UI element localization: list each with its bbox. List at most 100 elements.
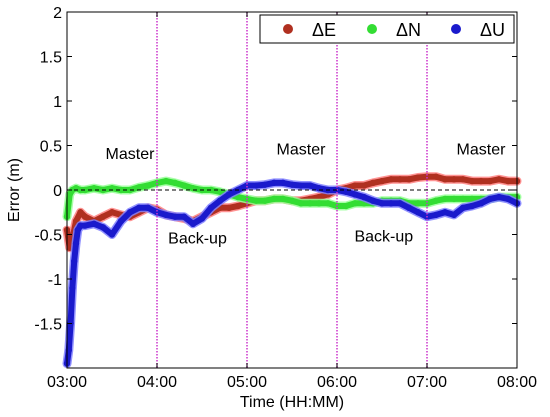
- data-point: [468, 177, 476, 185]
- data-point: [450, 176, 458, 183]
- legend-marker: [367, 24, 377, 34]
- y-tick-label: -0.5: [34, 228, 62, 245]
- x-tick-label: 04:00: [137, 374, 177, 391]
- data-point: [306, 200, 314, 207]
- data-point: [423, 200, 431, 207]
- data-point: [270, 179, 278, 187]
- x-tick-label: 06:00: [317, 374, 357, 391]
- data-point: [144, 204, 152, 211]
- data-point: [396, 176, 404, 183]
- annotation-label: Master: [106, 146, 156, 163]
- data-point: [495, 176, 503, 183]
- data-point: [351, 191, 359, 198]
- data-point: [342, 202, 350, 210]
- data-point: [387, 176, 395, 183]
- data-point: [279, 179, 287, 187]
- data-point: [432, 211, 440, 219]
- data-point: [288, 197, 296, 204]
- data-point: [297, 182, 305, 189]
- data-point: [108, 209, 116, 216]
- data-point: [243, 182, 251, 189]
- legend-label: ΔE: [312, 20, 336, 40]
- y-tick-label: -1: [48, 272, 62, 289]
- data-point: [77, 186, 84, 194]
- data-point: [72, 240, 80, 247]
- data-point: [315, 193, 323, 201]
- data-point: [450, 211, 458, 219]
- data-point: [450, 195, 458, 203]
- data-point: [153, 179, 161, 187]
- data-point: [468, 195, 476, 203]
- data-point: [126, 209, 134, 216]
- data-point: [99, 213, 107, 220]
- data-point: [486, 195, 494, 203]
- data-point: [351, 182, 359, 189]
- data-point: [306, 182, 314, 189]
- data-point: [432, 197, 440, 204]
- data-point: [495, 193, 503, 201]
- data-point: [324, 200, 332, 207]
- data-point: [414, 200, 422, 207]
- y-tick-label: 0: [53, 183, 62, 200]
- data-point: [71, 258, 78, 265]
- data-point: [387, 200, 395, 207]
- annotation-label: Master: [277, 141, 327, 158]
- data-point: [423, 173, 431, 180]
- data-point: [90, 220, 98, 228]
- data-point: [77, 209, 84, 216]
- data-point: [117, 217, 125, 225]
- data-point: [162, 211, 170, 219]
- data-point: [459, 195, 467, 203]
- data-point: [405, 176, 413, 183]
- data-point: [414, 209, 422, 216]
- data-point: [81, 213, 89, 220]
- data-point: [261, 197, 269, 204]
- data-point: [405, 204, 413, 211]
- data-point: [162, 177, 170, 185]
- data-point: [117, 186, 125, 194]
- data-point: [189, 220, 197, 228]
- y-tick-label: 0.5: [40, 139, 62, 156]
- data-point: [171, 179, 179, 187]
- data-point: [315, 200, 323, 207]
- data-point: [77, 222, 84, 229]
- data-point: [441, 195, 449, 203]
- data-point: [477, 200, 485, 207]
- y-tick-label: -1.5: [34, 317, 62, 334]
- data-point: [99, 224, 107, 231]
- data-point: [432, 173, 440, 180]
- data-point: [180, 213, 188, 220]
- data-point: [504, 177, 512, 185]
- data-point: [504, 195, 512, 203]
- data-point: [486, 177, 494, 185]
- data-point: [225, 191, 233, 198]
- data-point: [81, 222, 89, 229]
- x-tick-label: 07:00: [407, 374, 447, 391]
- y-tick-label: 2: [53, 5, 62, 22]
- data-point: [360, 193, 368, 201]
- x-axis: 03:00 04:00 05:00 06:00 07:00 08:00: [47, 12, 537, 391]
- y-axis-title: Error (m): [6, 158, 23, 222]
- data-point: [207, 204, 215, 211]
- data-point: [477, 177, 485, 185]
- data-point: [297, 200, 305, 207]
- data-point: [270, 195, 278, 203]
- data-point: [468, 202, 476, 210]
- data-point: [69, 284, 76, 292]
- data-point: [108, 231, 116, 238]
- data-point: [288, 181, 296, 188]
- annotation-label: Back-up: [168, 230, 227, 247]
- data-point: [180, 182, 188, 189]
- data-point: [414, 174, 422, 181]
- data-point: [378, 177, 386, 185]
- data-point: [252, 182, 260, 189]
- annotation-label: Master: [457, 141, 507, 158]
- data-point: [135, 184, 143, 191]
- data-point: [441, 176, 449, 183]
- data-point: [360, 182, 368, 189]
- data-point: [261, 181, 269, 188]
- data-point: [225, 204, 233, 211]
- legend-marker: [451, 24, 461, 34]
- y-tick-label: 1.5: [40, 50, 62, 67]
- data-point: [252, 197, 260, 204]
